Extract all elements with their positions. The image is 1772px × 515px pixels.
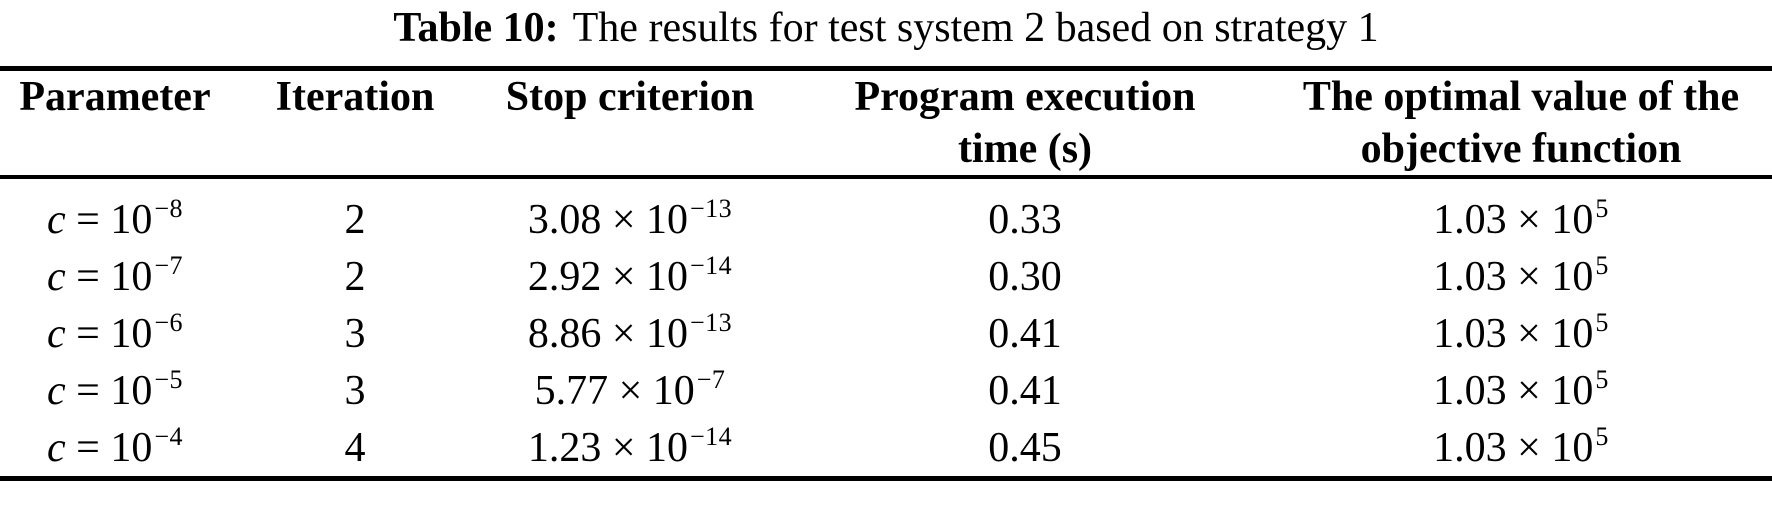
cell-execution-time: 0.30 — [988, 253, 1062, 300]
optimal-value-base: 1.03 × 10 — [1433, 253, 1594, 300]
col-header-stop-criterion: Stop criterion — [480, 68, 780, 179]
cell-stop-criterion: 8.86 × 10−13 — [480, 305, 780, 362]
results-table: Parameter Iteration Stop criterion Progr… — [0, 66, 1772, 481]
cell-parameter: c = 10−4 — [0, 419, 230, 479]
stop-criterion-exponent: −14 — [690, 421, 733, 451]
parameter-variable: c — [46, 310, 66, 357]
parameter-exponent: −5 — [154, 364, 183, 394]
cell-stop-criterion: 1.23 × 10−14 — [480, 419, 780, 479]
parameter-exponent: −7 — [154, 250, 183, 280]
parameter-variable: c — [46, 196, 66, 243]
cell-execution-time: 0.41 — [988, 367, 1062, 414]
col-header-iteration: Iteration — [230, 68, 480, 179]
optimal-value-base: 1.03 × 10 — [1433, 196, 1594, 243]
table-row: c = 10−6 3 8.86 × 10−13 0.41 1.03 × 105 — [0, 305, 1772, 362]
parameter-variable: c — [46, 367, 66, 414]
optimal-value-exponent: 5 — [1595, 364, 1609, 394]
stop-criterion-base: 2.92 × 10 — [527, 253, 688, 300]
header-line1: The optimal value of the — [1302, 74, 1740, 120]
optimal-value-base: 1.03 × 10 — [1433, 310, 1594, 357]
col-header-optimal-value: The optimal value of the objective functi… — [1270, 68, 1772, 179]
parameter-base: = 10 — [65, 367, 153, 414]
optimal-value-base: 1.03 × 10 — [1433, 367, 1594, 414]
stop-criterion-exponent: −7 — [696, 364, 726, 394]
parameter-base: = 10 — [65, 310, 153, 357]
cell-optimal-value: 1.03 × 105 — [1270, 248, 1772, 305]
col-header-parameter: Parameter — [0, 68, 230, 179]
cell-execution-time: 0.33 — [988, 196, 1062, 243]
cell-parameter: c = 10−8 — [0, 177, 230, 248]
parameter-exponent: −4 — [154, 421, 183, 451]
table-row: c = 10−7 2 2.92 × 10−14 0.30 1.03 × 105 — [0, 248, 1772, 305]
cell-execution-time: 0.41 — [988, 310, 1062, 357]
optimal-value-exponent: 5 — [1595, 307, 1609, 337]
header-line1: Parameter — [19, 74, 211, 120]
parameter-exponent: −8 — [154, 193, 183, 223]
cell-stop-criterion: 5.77 × 10−7 — [480, 362, 780, 419]
stop-criterion-base: 8.86 × 10 — [527, 310, 688, 357]
table-caption-label: Table 10: — [393, 5, 559, 51]
cell-optimal-value: 1.03 × 105 — [1270, 177, 1772, 248]
header-line2: objective function — [1360, 126, 1682, 172]
cell-optimal-value: 1.03 × 105 — [1270, 362, 1772, 419]
cell-iteration: 3 — [344, 310, 366, 357]
cell-optimal-value: 1.03 × 105 — [1270, 305, 1772, 362]
header-line1: Stop criterion — [505, 74, 755, 120]
cell-parameter: c = 10−7 — [0, 248, 230, 305]
optimal-value-base: 1.03 × 10 — [1433, 424, 1594, 471]
cell-iteration: 2 — [344, 253, 366, 300]
parameter-base: = 10 — [65, 253, 153, 300]
stop-criterion-exponent: −13 — [690, 193, 733, 223]
table-caption-text: The results for test system 2 based on s… — [572, 5, 1379, 51]
cell-parameter: c = 10−6 — [0, 305, 230, 362]
optimal-value-exponent: 5 — [1595, 250, 1609, 280]
stop-criterion-base: 5.77 × 10 — [534, 367, 695, 414]
cell-iteration: 2 — [344, 196, 366, 243]
cell-stop-criterion: 3.08 × 10−13 — [480, 177, 780, 248]
cell-parameter: c = 10−5 — [0, 362, 230, 419]
optimal-value-exponent: 5 — [1595, 421, 1609, 451]
stop-criterion-base: 3.08 × 10 — [527, 196, 688, 243]
cell-optimal-value: 1.03 × 105 — [1270, 419, 1772, 479]
stop-criterion-exponent: −13 — [690, 307, 733, 337]
parameter-variable: c — [46, 424, 66, 471]
parameter-variable: c — [46, 253, 66, 300]
parameter-exponent: −6 — [154, 307, 183, 337]
header-line2: time (s) — [957, 126, 1093, 172]
cell-execution-time: 0.45 — [988, 424, 1062, 471]
cell-stop-criterion: 2.92 × 10−14 — [480, 248, 780, 305]
parameter-base: = 10 — [65, 196, 153, 243]
stop-criterion-exponent: −14 — [690, 250, 733, 280]
parameter-base: = 10 — [65, 424, 153, 471]
col-header-execution-time: Program execution time (s) — [780, 68, 1270, 179]
table-row: c = 10−8 2 3.08 × 10−13 0.33 1.03 × 105 — [0, 177, 1772, 248]
header-line1: Program execution — [854, 74, 1196, 120]
stop-criterion-base: 1.23 × 10 — [527, 424, 688, 471]
table-row: c = 10−5 3 5.77 × 10−7 0.41 1.03 × 105 — [0, 362, 1772, 419]
header-row: Parameter Iteration Stop criterion Progr… — [0, 68, 1772, 179]
cell-iteration: 3 — [344, 367, 366, 414]
table-caption: Table 10: The results for test system 2 b… — [0, 0, 1772, 66]
table-row: c = 10−4 4 1.23 × 10−14 0.45 1.03 × 105 — [0, 419, 1772, 479]
header-line1: Iteration — [275, 74, 435, 120]
optimal-value-exponent: 5 — [1595, 193, 1609, 223]
cell-iteration: 4 — [344, 424, 366, 471]
